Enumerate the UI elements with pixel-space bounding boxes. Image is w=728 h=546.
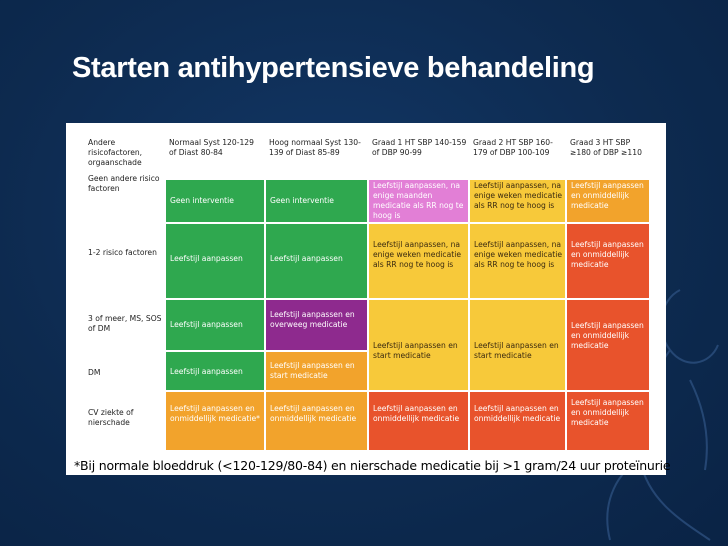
cell-r5-graad3: Leefstijl aanpassen en onmiddellijk medi…	[566, 391, 650, 451]
header-graad-2: Graad 2 HT SBP 160-179 of DBP 100-109	[469, 137, 566, 173]
cell-r34-graad2: Leefstijl aanpassen en start medicatie	[469, 299, 566, 391]
cell-r2-graad2: Leefstijl aanpassen, na enige weken medi…	[469, 223, 566, 299]
cell-r4-normaal: Leefstijl aanpassen	[165, 351, 265, 391]
cell-r2-hoog: Leefstijl aanpassen	[265, 223, 368, 299]
cell-r1-normaal: Geen interventie	[165, 179, 265, 223]
cell-r5-graad2: Leefstijl aanpassen en onmiddellijk medi…	[469, 391, 566, 451]
cell-r5-hoog: Leefstijl aanpassen en onmiddellijk medi…	[265, 391, 368, 451]
cell-r2-graad3: Leefstijl aanpassen en onmiddellijk medi…	[566, 223, 650, 299]
cell-r1-hoog: Geen interventie	[265, 179, 368, 223]
header-risk-factors: Andere risicofactoren, orgaanschade	[84, 137, 165, 173]
header-hoog-normaal: Hoog normaal Syst 130-139 of Diast 85-89	[265, 137, 368, 173]
cell-r2-normaal: Leefstijl aanpassen	[165, 223, 265, 299]
header-normaal: Normaal Syst 120-129 of Diast 80-84	[165, 137, 265, 173]
footnote: *Bij normale bloeddruk (<120-129/80-84) …	[74, 458, 670, 473]
cell-r2-graad1: Leefstijl aanpassen, na enige weken medi…	[368, 223, 469, 299]
cell-r3-normaal: Leefstijl aanpassen	[165, 299, 265, 351]
cell-r1-graad2: Leefstijl aanpassen, na enige weken medi…	[469, 179, 566, 223]
cell-r1-graad1: Leefstijl aanpassen, na enige maanden me…	[368, 179, 469, 223]
header-graad-1: Graad 1 HT SBP 140-159 of DBP 90-99	[368, 137, 469, 173]
cell-r34-graad1: Leefstijl aanpassen en start medicatie	[368, 299, 469, 391]
cell-r5-normaal: Leefstijl aanpassen en onmiddellijk medi…	[165, 391, 265, 451]
treatment-table: Andere risicofactoren, orgaanschade Norm…	[66, 123, 666, 475]
cell-r1-graad3: Leefstijl aanpassen en onmiddellijk medi…	[566, 179, 650, 223]
row-label-geen-risico: Geen andere risico factoren	[84, 173, 165, 223]
header-graad-3: Graad 3 HT SBP ≥180 of DBP ≥110	[566, 137, 650, 173]
cell-r34-graad3: Leefstijl aanpassen en onmiddellijk medi…	[566, 299, 650, 391]
row-label-dm: DM	[84, 367, 165, 387]
row-label-3-of-meer: 3 of meer, MS, SOS of DM	[84, 313, 165, 353]
row-label-1-2-risico: 1-2 risico factoren	[84, 247, 165, 287]
slide-title: Starten antihypertensieve behandeling	[72, 52, 594, 85]
cell-r5-graad1: Leefstijl aanpassen en onmiddellijk medi…	[368, 391, 469, 451]
row-label-cv-ziekte: CV ziekte of nierschade	[84, 407, 165, 437]
cell-r3-hoog: Leefstijl aanpassen en overweeg medicati…	[265, 299, 368, 351]
cell-r4-hoog: Leefstijl aanpassen en start medicatie	[265, 351, 368, 391]
